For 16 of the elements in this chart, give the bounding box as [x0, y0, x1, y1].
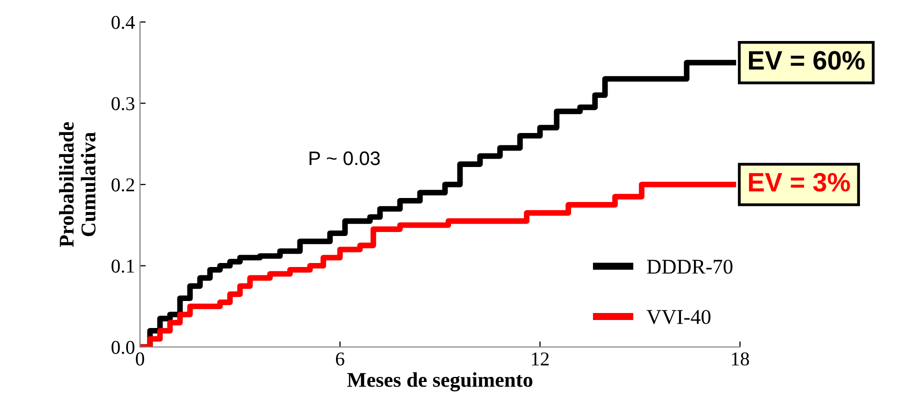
x-tick-label: 12: [532, 352, 549, 366]
legend-label: VVI-40: [646, 310, 710, 324]
annotation: EV = 60%: [748, 51, 865, 70]
y-tick-label: 0.1: [112, 260, 134, 273]
annotation: EV = 3%: [748, 172, 850, 192]
x-tick-label: 6: [336, 352, 344, 366]
annotation: P ~ 0.03: [310, 151, 380, 166]
x-axis-title: Meses de seguimento: [347, 372, 532, 392]
x-tick-label: 18: [732, 352, 749, 366]
y-tick-label: 0.2: [112, 178, 134, 192]
x-tick-label: 0: [136, 352, 144, 366]
y-tick-label: 0.4: [112, 16, 135, 30]
y-tick-label: 0.3: [112, 97, 134, 110]
y-axis-title: Probabilidade Cumulativa: [59, 122, 96, 248]
legend-label: DDDR-70: [647, 260, 732, 274]
y-tick-label: 0.0: [112, 340, 134, 354]
